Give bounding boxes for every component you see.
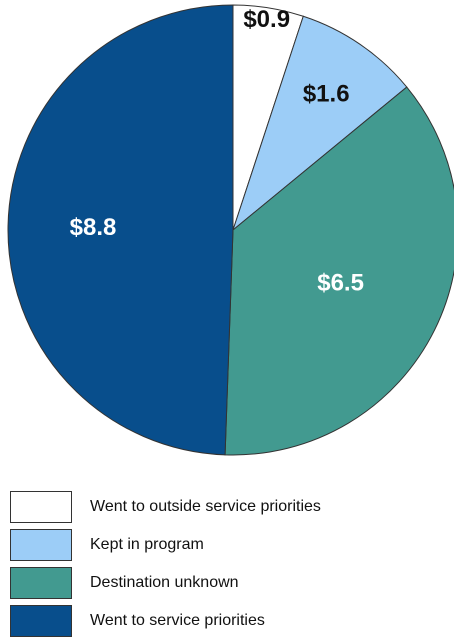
slice-value-label-outside-service-priorities: $0.9 <box>243 6 290 33</box>
legend-label-outside-service-priorities: Went to outside service priorities <box>90 498 321 515</box>
legend-swatch-kept-in-program <box>10 529 72 561</box>
legend-label-kept-in-program: Kept in program <box>90 536 204 553</box>
slice-value-label-service-priorities: $8.8 <box>70 214 117 241</box>
pie-slice-kept-in-program <box>231 15 408 232</box>
pie-slice-service-priorities <box>7 4 234 456</box>
slice-value-label-destination-unknown: $6.5 <box>317 270 364 297</box>
legend: Went to outside service priorities Kept … <box>10 488 440 640</box>
legend-swatch-destination-unknown <box>10 567 72 599</box>
pie-chart: $0.9 $1.6 $6.5 $8.8 <box>7 4 454 456</box>
legend-label-service-priorities: Went to service priorities <box>90 612 265 629</box>
legend-item-service-priorities: Went to service priorities <box>10 602 440 640</box>
pie-slice-destination-unknown <box>224 86 454 456</box>
legend-swatch-outside-service-priorities <box>10 491 72 523</box>
legend-item-outside-service-priorities: Went to outside service priorities <box>10 488 440 526</box>
legend-swatch-service-priorities <box>10 605 72 637</box>
legend-item-destination-unknown: Destination unknown <box>10 564 440 602</box>
legend-item-kept-in-program: Kept in program <box>10 526 440 564</box>
legend-label-destination-unknown: Destination unknown <box>90 574 239 591</box>
slice-value-label-kept-in-program: $1.6 <box>303 80 350 107</box>
